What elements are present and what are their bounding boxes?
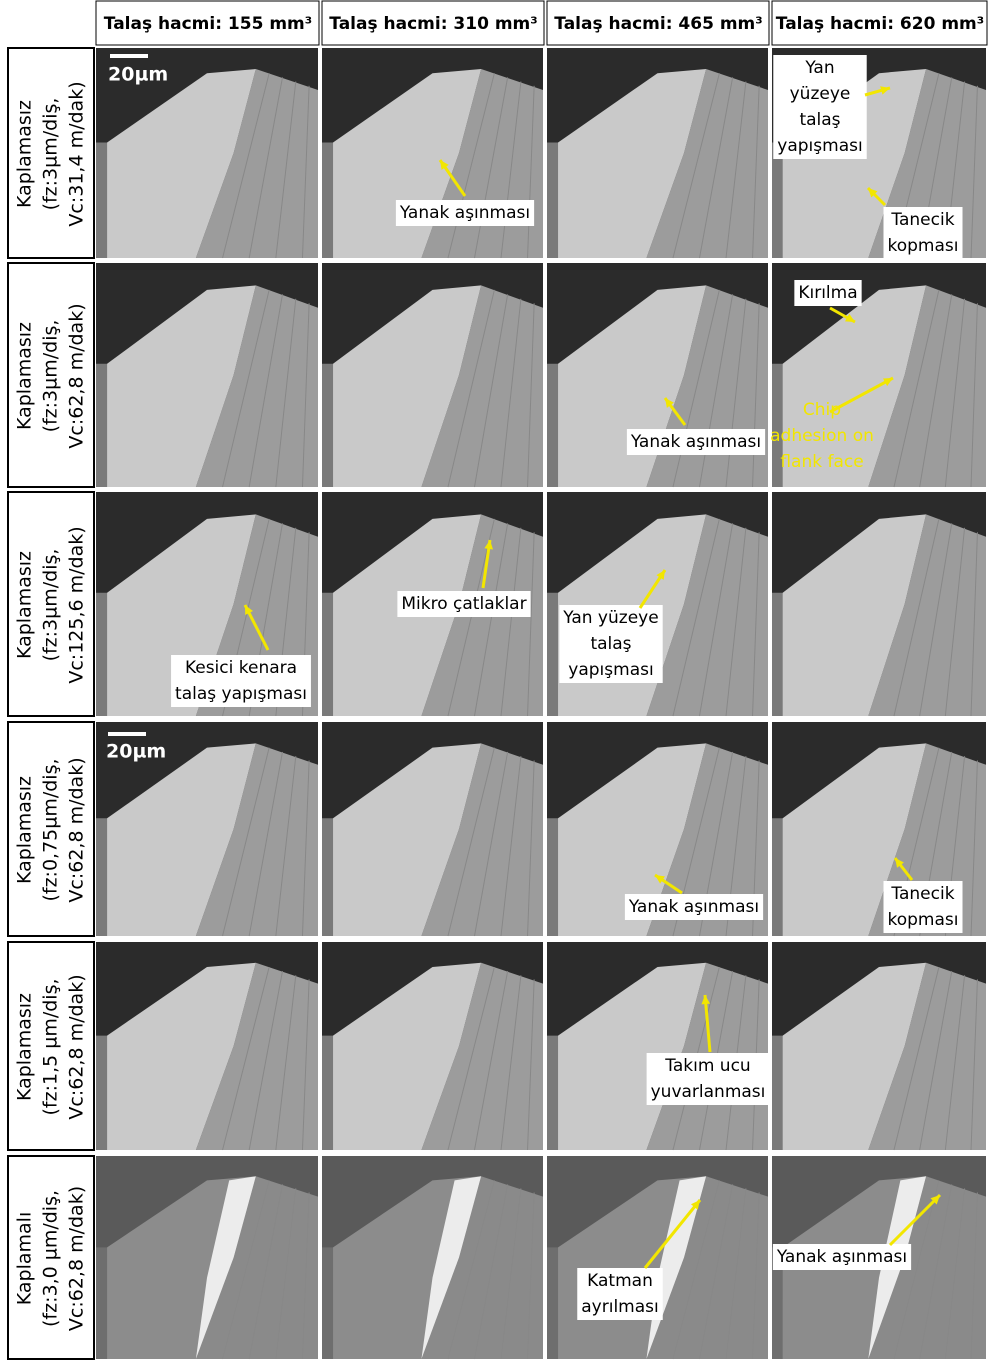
annotation-text: Yan bbox=[804, 58, 834, 78]
row-label: (fz:3,0 µm/diş, bbox=[40, 1190, 62, 1327]
column-header: Talaş hacmi: 155 mm³ bbox=[104, 14, 312, 34]
annotation: Yanak aşınması bbox=[396, 200, 534, 226]
scale-label: 20µm bbox=[108, 64, 168, 86]
row-label: (fz:3µm/diş, bbox=[40, 549, 62, 662]
annotation-text: ayrılması bbox=[581, 1297, 658, 1317]
annotation: Yan yüzeye talaş yapışması bbox=[559, 605, 662, 683]
row-label: Vc:31,4 m/dak) bbox=[66, 81, 88, 226]
annotation-text: flank face bbox=[780, 452, 863, 472]
annotation-text: talaş bbox=[799, 110, 840, 130]
annotation-text: Mikro çatlaklar bbox=[401, 594, 526, 614]
row-label: Vc:62,8 m/dak) bbox=[66, 303, 88, 448]
column-header: Talaş hacmi: 310 mm³ bbox=[329, 14, 537, 34]
row-label: Vc:62,8 m/dak) bbox=[66, 974, 88, 1119]
annotation: Kesici kenara talaş yapışması bbox=[171, 655, 311, 707]
row-label: Vc:62,8 m/dak) bbox=[66, 1186, 88, 1331]
annotation-text: Takım ucu bbox=[664, 1056, 750, 1076]
annotation-text: Yanak aşınması bbox=[399, 203, 530, 223]
row-label: Kaplamasız bbox=[14, 993, 36, 1101]
annotation: Yan yüzeye talaş yapışması bbox=[773, 55, 866, 159]
annotation: Takım ucu yuvarlanması bbox=[647, 1053, 770, 1105]
annotation-text: Yanak aşınması bbox=[630, 432, 761, 452]
column-header: Talaş hacmi: 620 mm³ bbox=[776, 14, 984, 34]
annotation-text: kopması bbox=[888, 910, 959, 930]
row-label: Kaplamasız bbox=[14, 100, 36, 208]
annotation-text: yapışması bbox=[777, 136, 862, 156]
column-header: Talaş hacmi: 465 mm³ bbox=[554, 14, 762, 34]
scale-label: 20µm bbox=[106, 741, 166, 763]
row-label: Vc:125,6 m/dak) bbox=[66, 526, 88, 683]
row-label: (fz:0,75µm/diş, bbox=[40, 758, 62, 901]
annotation-text: Kırılma bbox=[798, 283, 857, 303]
row-label: Kaplamalı bbox=[14, 1212, 36, 1305]
row-label: Kaplamasız bbox=[14, 551, 36, 659]
annotation: Tanecik kopması bbox=[884, 881, 963, 933]
annotation: Yanak aşınması bbox=[773, 1244, 911, 1270]
figure: Talaş hacmi: 155 mm³ Talaş hacmi: 310 mm³… bbox=[0, 0, 988, 1361]
annotation-text: Tanecik bbox=[890, 884, 954, 904]
annotation: Kırılma bbox=[794, 280, 861, 306]
annotation: Yanak aşınması bbox=[627, 429, 765, 455]
annotation-text: adhesion on bbox=[770, 426, 874, 446]
annotation-text: yüzeye bbox=[790, 84, 851, 104]
annotation-text: kopması bbox=[888, 236, 959, 256]
annotation-text: Tanecik bbox=[890, 210, 954, 230]
annotation-text: yuvarlanması bbox=[651, 1082, 766, 1102]
annotation: Tanecik kopması bbox=[884, 207, 963, 259]
row-label: Kaplamasız bbox=[14, 776, 36, 884]
annotation-text: Yan yüzeye bbox=[562, 608, 658, 628]
row-label: (fz:1,5 µm/diş, bbox=[40, 978, 62, 1115]
annotation-text: Yanak aşınması bbox=[628, 897, 759, 917]
row-label: Kaplamasız bbox=[14, 322, 36, 430]
annotation-text: Katman bbox=[587, 1271, 653, 1291]
annotation-text: Yanak aşınması bbox=[776, 1247, 907, 1267]
annotation: Yanak aşınması bbox=[625, 894, 763, 920]
row-label: Vc:62,8 m/dak) bbox=[66, 757, 88, 902]
annotation-text: Kesici kenara bbox=[185, 658, 297, 678]
row-label: (fz:3µm/diş, bbox=[40, 320, 62, 433]
row-label: (fz:3µm/diş, bbox=[40, 98, 62, 211]
annotation-text: talaş bbox=[590, 634, 631, 654]
annotation: Mikro çatlaklar bbox=[397, 591, 530, 617]
annotation: Katman ayrılması bbox=[577, 1268, 662, 1320]
annotation-text: yapışması bbox=[568, 660, 653, 680]
annotation-text: talaş yapışması bbox=[175, 684, 307, 704]
